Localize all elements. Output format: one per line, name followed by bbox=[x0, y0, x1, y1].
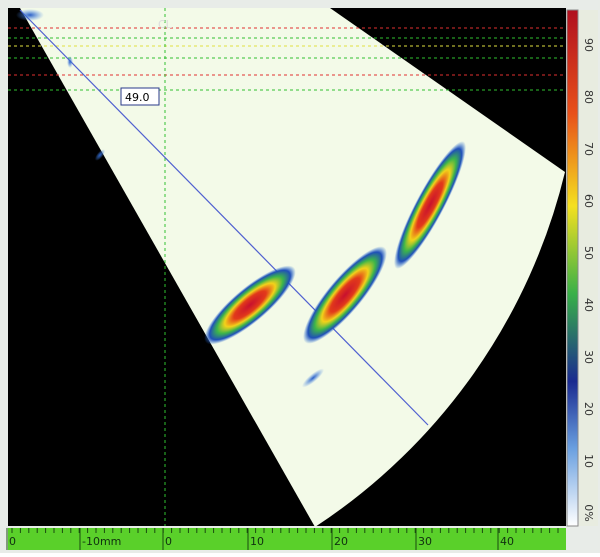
ruler-ticks: 0 -10mm 0 10 20 30 40 bbox=[6, 528, 559, 550]
color-scale-label: 80 bbox=[582, 90, 595, 104]
indication bbox=[204, 265, 296, 345]
indication bbox=[303, 246, 387, 344]
indication bbox=[67, 56, 73, 68]
indications bbox=[16, 9, 466, 388]
angle-box[interactable] bbox=[120, 87, 160, 106]
color-scale-labels: 90 80 70 60 50 40 30 20 10 0% bbox=[582, 38, 595, 522]
ruler-label: 10 bbox=[250, 535, 264, 548]
gates bbox=[8, 8, 566, 526]
ruler-label: 0 bbox=[165, 535, 172, 548]
indication bbox=[94, 149, 106, 161]
color-scale-label: 10 bbox=[582, 454, 595, 468]
color-scale-label: 60 bbox=[582, 194, 595, 208]
indication bbox=[16, 9, 44, 21]
angle-readout: 49.0 bbox=[125, 91, 150, 104]
beam-cursor bbox=[19, 9, 429, 426]
ruler-label: 30 bbox=[418, 535, 432, 548]
color-scale-label: 70 bbox=[582, 142, 595, 156]
ruler-label: -10mm bbox=[82, 535, 121, 548]
ruler-label: 20 bbox=[334, 535, 348, 548]
color-scale-label: 0% bbox=[582, 504, 595, 521]
color-scale-label: 40 bbox=[582, 298, 595, 312]
ruler-label: 0 bbox=[9, 535, 16, 548]
color-scale-label: 20 bbox=[582, 402, 595, 416]
centerline-label: CL bbox=[158, 18, 173, 31]
indication bbox=[301, 368, 325, 388]
ruler bbox=[8, 528, 566, 550]
color-bar bbox=[566, 9, 579, 527]
color-scale-label: 30 bbox=[582, 350, 595, 364]
color-scale-label: 90 bbox=[582, 38, 595, 52]
color-scale-panel bbox=[579, 10, 598, 526]
color-scale-label: 50 bbox=[582, 246, 595, 260]
indication bbox=[394, 141, 466, 269]
ruler-label: 40 bbox=[500, 535, 514, 548]
